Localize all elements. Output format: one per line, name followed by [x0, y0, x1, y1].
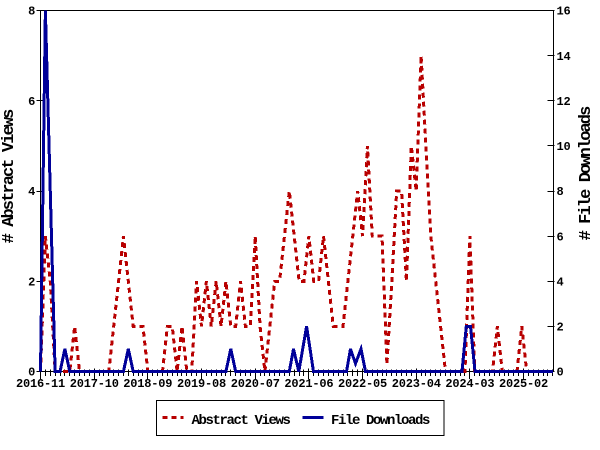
svg-text:2: 2 [557, 321, 564, 335]
svg-text:2018-09: 2018-09 [123, 377, 172, 391]
svg-text:0: 0 [28, 366, 35, 380]
svg-text:2: 2 [28, 275, 35, 289]
svg-text:# File Downloads: # File Downloads [577, 106, 596, 241]
svg-text:2022-05: 2022-05 [338, 377, 387, 391]
svg-text:2023-04: 2023-04 [392, 377, 441, 391]
svg-text:4: 4 [557, 275, 564, 289]
svg-text:Abstract Views: Abstract Views [192, 413, 291, 429]
svg-text:2016-11: 2016-11 [16, 377, 65, 391]
svg-text:2020-07: 2020-07 [231, 377, 280, 391]
svg-text:2024-03: 2024-03 [445, 377, 494, 391]
svg-text:2021-06: 2021-06 [284, 377, 333, 391]
svg-text:# Abstract Views: # Abstract Views [0, 109, 19, 244]
svg-text:2025-02: 2025-02 [499, 377, 548, 391]
svg-text:16: 16 [557, 5, 571, 19]
svg-text:File Downloads: File Downloads [331, 413, 430, 429]
svg-text:4: 4 [28, 185, 35, 199]
svg-text:6: 6 [557, 230, 564, 244]
svg-text:0: 0 [557, 366, 564, 380]
svg-text:8: 8 [557, 185, 564, 199]
svg-text:2019-08: 2019-08 [177, 377, 226, 391]
svg-text:8: 8 [28, 5, 35, 19]
svg-text:2017-10: 2017-10 [70, 377, 119, 391]
svg-text:10: 10 [557, 140, 571, 154]
svg-text:14: 14 [557, 50, 571, 64]
svg-text:6: 6 [28, 95, 35, 109]
svg-text:12: 12 [557, 95, 571, 109]
